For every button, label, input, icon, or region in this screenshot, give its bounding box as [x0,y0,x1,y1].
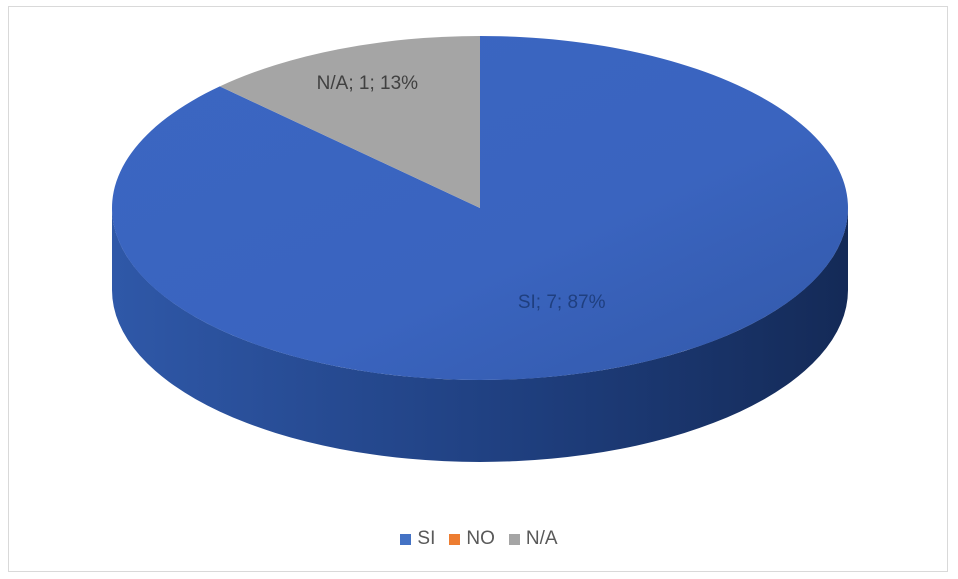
pie-slice-si[interactable] [111,36,848,380]
pie-side-si [112,208,848,462]
legend-swatch-si [400,533,412,545]
legend-swatch-no [449,533,461,545]
legend-label-na: N/A [525,528,558,549]
legend-item-si[interactable]: SI [400,528,435,550]
legend-swatch-na [508,533,520,545]
legend-item-na[interactable]: N/A [508,528,558,550]
data-label-si: SI; 7; 87% [518,292,606,313]
pie-slice-na[interactable] [219,36,480,208]
data-label-na: N/A; 1; 13% [317,73,418,94]
legend: SI NO N/A [0,528,958,550]
legend-item-no[interactable]: NO [449,528,495,550]
legend-label-si: SI [417,528,436,549]
legend-label-no: NO [466,528,495,549]
